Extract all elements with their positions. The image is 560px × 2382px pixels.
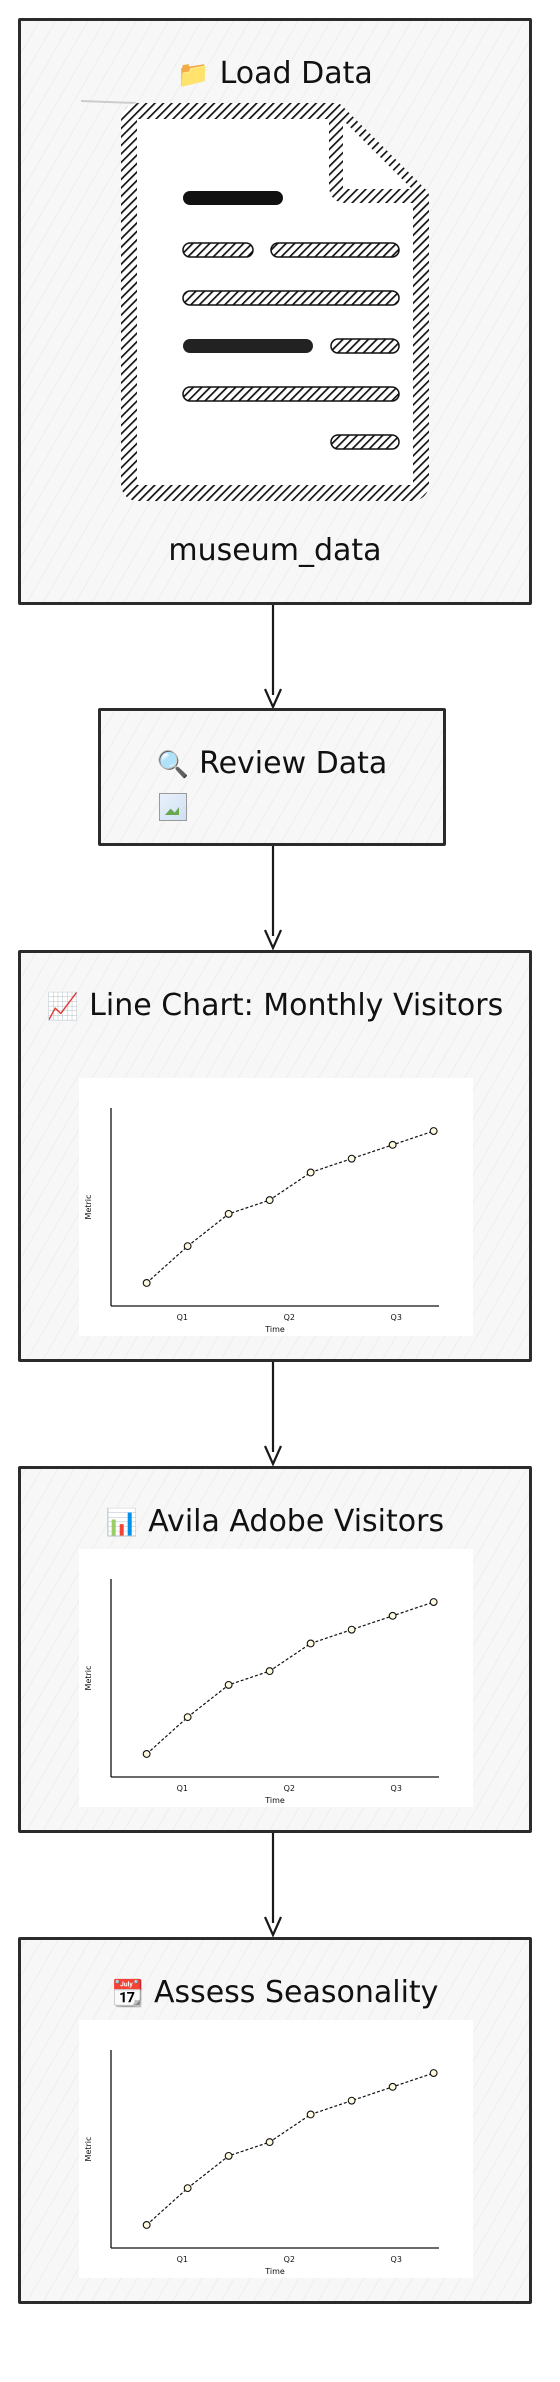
document-icon [81,100,429,501]
x-tick-label: Q2 [284,1784,295,1793]
line-chart-icon: 📈 [46,992,80,1022]
avila-adobe-node[interactable]: 📊 Avila Adobe Visitors Q1 Q2 Q3 Time Metric [18,1466,532,1833]
data-point [306,1168,315,1177]
x-tick-label: Q3 [391,1784,402,1793]
data-point [347,2096,356,2105]
data-point [429,2069,438,2077]
x-axis-label: Time [264,1796,285,1805]
data-point [224,2151,233,2160]
avila-adobe-title: 📊 Avila Adobe Visitors [105,1504,445,1539]
avila-adobe-plot: Q1 Q2 Q3 Time Metric [84,1579,439,1805]
calendar-icon: 📆 [111,1979,144,2009]
broken-image-icon [159,793,187,821]
data-point [224,1680,233,1689]
arrow-load-to-review [263,605,283,709]
data-point [183,1713,192,1722]
data-point [142,2221,151,2229]
data-point [306,1639,315,1648]
data-point [388,1140,397,1149]
data-point [388,2082,397,2091]
series-line [146,1601,434,1755]
seasonality-title: 📆 Assess Seasonality [111,1975,439,2010]
data-point [265,1196,274,1205]
dataset-caption: museum_data [168,533,382,568]
load-data-title: 📁 Load Data [177,56,373,91]
arrow-line-to-avila [263,1362,283,1466]
arrow-review-to-line [263,846,283,950]
x-tick-label: Q3 [391,2255,402,2264]
data-point [224,1209,233,1218]
data-point [265,2138,274,2147]
y-axis-label: Metric [84,2137,93,2162]
x-tick-label: Q2 [284,1313,295,1322]
seasonality-node[interactable]: 📆 Assess Seasonality Q1 Q2 Q3 Time Metric [18,1937,532,2304]
data-point [265,1667,274,1676]
x-tick-label: Q3 [391,1313,402,1322]
line-chart-node[interactable]: 📈 Line Chart: Monthly Visitors Q1 Q2 Q3 Time… [18,950,532,1362]
data-point [347,1625,356,1634]
data-point [183,1242,192,1251]
load-data-node[interactable]: 📁 Load Data museum_data [18,18,532,605]
x-axis-label: Time [264,2267,285,2276]
magnifier-icon: 🔍 [156,750,190,780]
folder-icon: 📁 [177,60,210,90]
bar-chart-icon: 📊 [105,1508,139,1538]
data-point [183,2184,192,2193]
series-line [146,1130,434,1284]
data-point [142,1750,151,1758]
review-data-title: 🔍 Review Data [156,746,388,781]
review-data-node[interactable]: 🔍 Review Data [98,708,446,846]
arrow-avila-to-season [263,1833,283,1937]
x-axis-label: Time [264,1325,285,1334]
x-tick-label: Q1 [177,2255,188,2264]
x-tick-label: Q1 [177,1784,188,1793]
x-tick-label: Q1 [177,1313,188,1322]
line-chart-plot: Q1 Q2 Q3 Time Metric [84,1108,439,1334]
data-point [429,1127,438,1135]
data-point [347,1154,356,1163]
data-point [429,1598,438,1606]
y-axis-label: Metric [84,1666,93,1691]
data-point [142,1279,151,1287]
line-chart-title: 📈 Line Chart: Monthly Visitors [46,988,504,1023]
seasonality-plot: Q1 Q2 Q3 Time Metric [84,2050,439,2276]
series-line [146,2072,434,2226]
data-point [306,2110,315,2119]
x-tick-label: Q2 [284,2255,295,2264]
data-point [388,1611,397,1620]
y-axis-label: Metric [84,1195,93,1220]
